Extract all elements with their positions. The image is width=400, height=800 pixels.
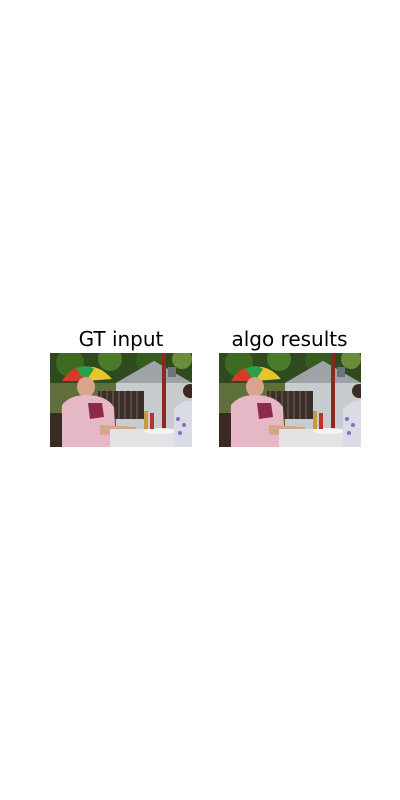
gt-input-image	[50, 353, 192, 447]
algo-results-image	[219, 353, 361, 447]
gt-input-title: GT input	[50, 327, 192, 351]
algo-results-title: algo results	[209, 327, 370, 351]
